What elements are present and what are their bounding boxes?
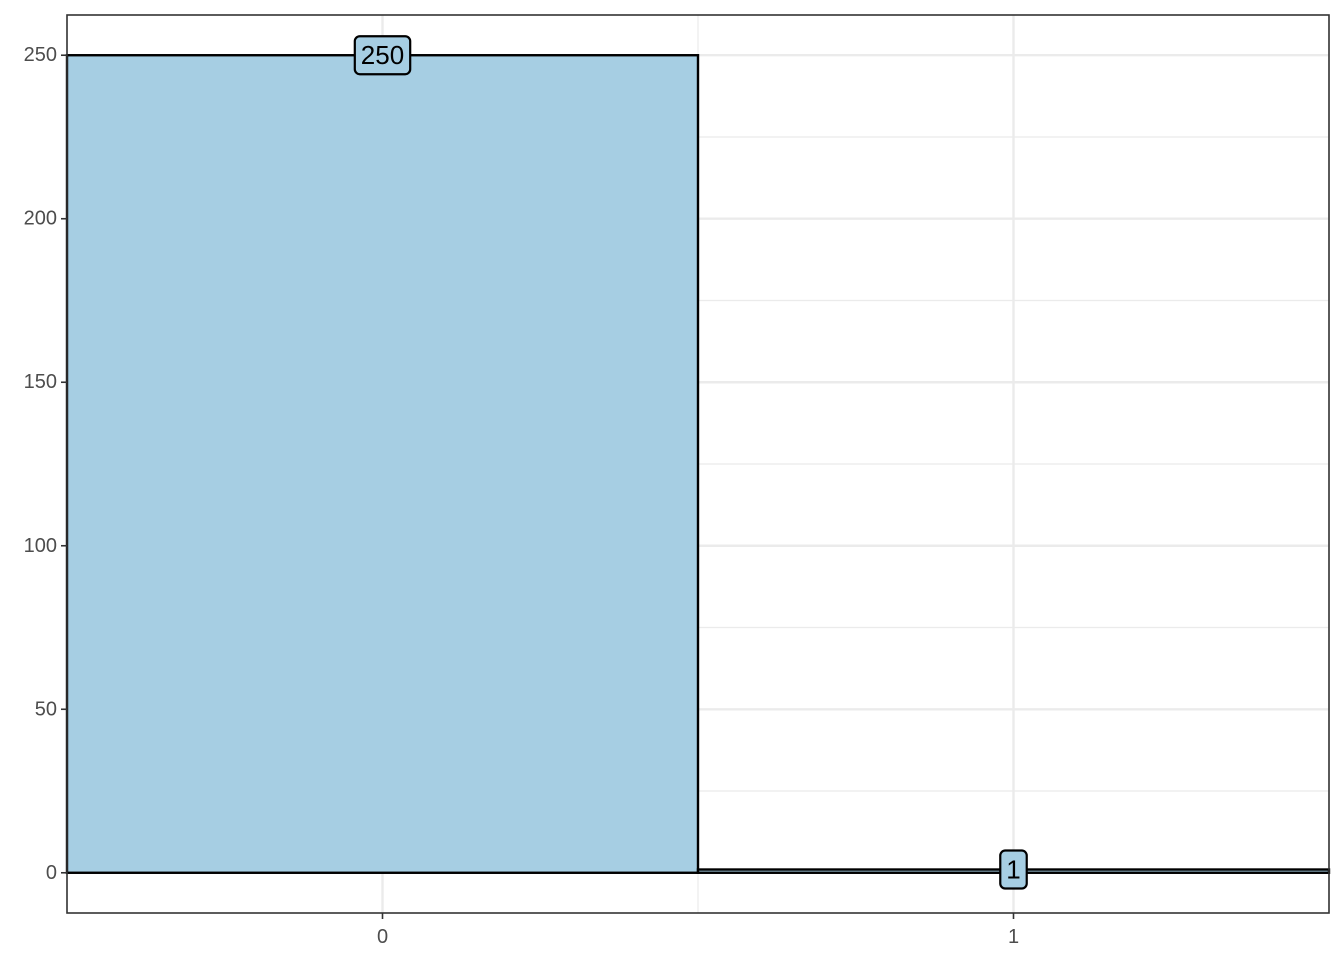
y-tick-label: 150 xyxy=(24,371,57,393)
x-tick-label: 0 xyxy=(377,926,388,948)
axes: 0 50 100 150 200 250 0 1 xyxy=(24,44,1019,948)
y-tick-label: 50 xyxy=(35,698,57,720)
y-tick-label: 100 xyxy=(24,535,57,557)
data-label-box xyxy=(353,35,412,76)
x-tick-label: 1 xyxy=(1008,926,1019,948)
bar-0 xyxy=(65,54,700,874)
y-tick-label: 200 xyxy=(24,208,57,230)
data-labels: 250 1 xyxy=(353,35,1028,890)
data-label-0: 250 xyxy=(353,35,412,76)
y-tick-label: 250 xyxy=(24,44,57,66)
data-label-box xyxy=(999,849,1028,890)
bars xyxy=(65,54,1331,874)
panel-border xyxy=(66,14,1330,914)
data-label-1: 1 xyxy=(999,849,1028,890)
data-label-text: 250 xyxy=(361,40,404,70)
y-tick-label: 0 xyxy=(46,862,57,884)
data-label-text: 1 xyxy=(1006,855,1020,885)
